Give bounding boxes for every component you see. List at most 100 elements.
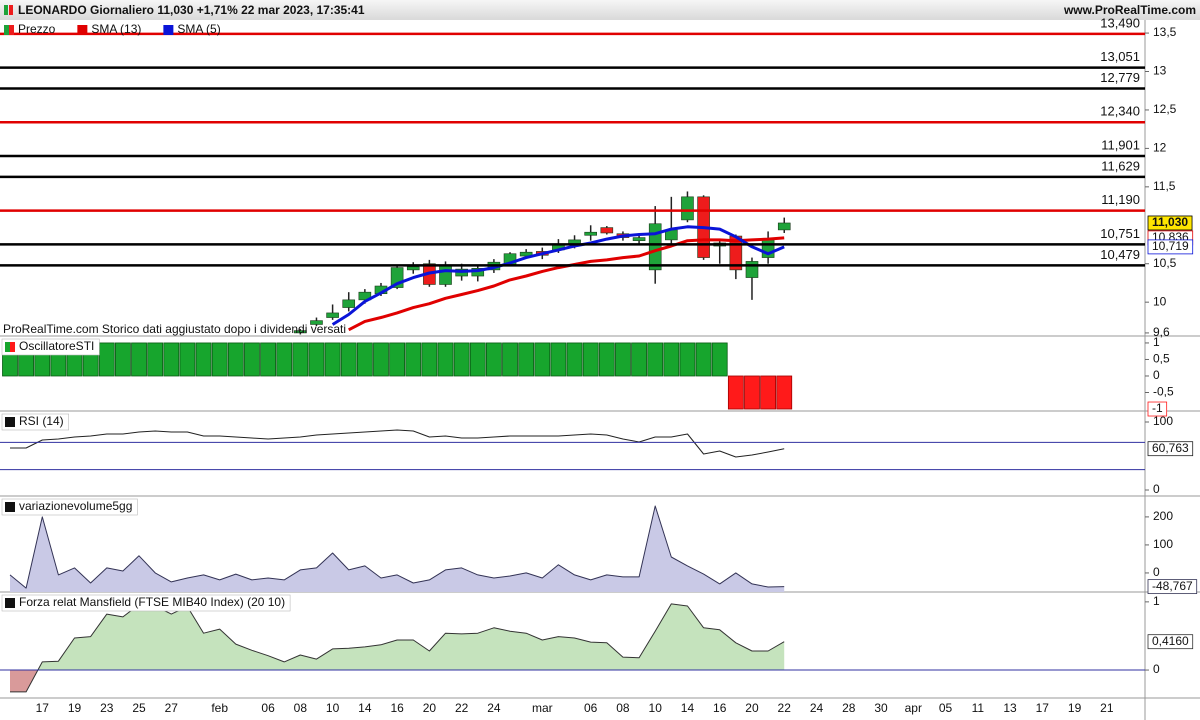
y-tick-label: 10 — [1153, 294, 1167, 308]
bar — [115, 342, 131, 377]
x-tick-label: 16 — [390, 701, 404, 715]
legend-label: Prezzo — [18, 22, 56, 36]
bar — [244, 342, 260, 377]
bar — [260, 342, 276, 377]
level-label: 13,490 — [1100, 15, 1140, 30]
panel-icon — [5, 598, 15, 608]
x-tick-label: feb — [211, 701, 228, 715]
note: ProRealTime.com Storico dati aggiustato … — [3, 322, 346, 336]
bar — [131, 342, 147, 377]
plot — [9, 505, 785, 592]
bar — [776, 375, 793, 410]
candle-body — [326, 312, 339, 318]
x-tick-label: 17 — [36, 701, 50, 715]
bar — [211, 342, 228, 377]
panel-icon — [5, 502, 15, 512]
bar — [469, 342, 486, 377]
level-label: 12,340 — [1100, 104, 1140, 119]
level-label: 13,051 — [1100, 49, 1140, 64]
candle-body — [777, 222, 791, 231]
x-tick-label: 24 — [487, 701, 501, 715]
header-icon — [4, 5, 8, 15]
bar — [663, 342, 680, 377]
x-tick-label: 10 — [326, 701, 340, 715]
panel-icon — [5, 342, 10, 352]
x-tick-label: 16 — [713, 701, 727, 715]
x-tick-label: 08 — [616, 701, 630, 715]
bar — [292, 342, 309, 377]
panel-title-bg — [1, 594, 291, 612]
bar — [679, 342, 696, 377]
header-bar — [0, 0, 1200, 20]
candle-body — [342, 299, 356, 308]
legend-label: SMA (13) — [91, 22, 141, 36]
legend-icon — [9, 25, 14, 35]
x-tick-label: 28 — [842, 701, 856, 715]
candle-body — [648, 223, 662, 271]
last-value-box — [1147, 579, 1198, 595]
panel-title-bg — [1, 413, 69, 431]
bar — [195, 342, 212, 377]
last-value-box — [1147, 239, 1194, 255]
x-tick-label: 14 — [681, 701, 695, 715]
x-tick-label: 23 — [100, 701, 114, 715]
bar — [647, 342, 664, 377]
plot — [2, 342, 793, 410]
x-tick-label: 30 — [874, 701, 888, 715]
last-value-box — [1147, 441, 1194, 457]
x-tick-label: 17 — [1036, 701, 1050, 715]
x-tick-label: 11 — [972, 701, 985, 715]
area-fill-negative — [10, 670, 38, 692]
plot — [10, 429, 785, 458]
x-tick-label: 20 — [745, 701, 759, 715]
panel-icon — [10, 342, 15, 352]
series-line — [331, 225, 785, 326]
bar — [324, 342, 341, 377]
bar — [502, 342, 518, 377]
bar — [276, 342, 293, 377]
bar — [711, 342, 728, 377]
last-value-label: 11,030 — [1152, 215, 1188, 229]
bar — [147, 342, 164, 377]
header-site: www.ProRealTime.com — [1063, 3, 1196, 17]
plot — [10, 603, 785, 693]
x-tick-label: 27 — [165, 701, 179, 715]
last-value-box — [1147, 215, 1193, 231]
y-tick-label: 0 — [1153, 662, 1160, 676]
candle-body — [632, 237, 646, 241]
x-tick-label: 19 — [68, 701, 82, 715]
candle-body — [600, 227, 614, 234]
bar — [421, 342, 438, 377]
bar — [373, 342, 389, 377]
y-tick-label: 100 — [1153, 414, 1173, 428]
y-tick-label: 9,6 — [1153, 325, 1170, 339]
bar — [453, 342, 470, 377]
bar — [534, 342, 551, 377]
last-value-box — [1147, 634, 1194, 650]
bar — [582, 342, 599, 377]
x-tick-label: 22 — [778, 701, 792, 715]
last-value-label: -1 — [1152, 401, 1163, 415]
y-tick-label: 11,5 — [1153, 179, 1176, 193]
bar — [631, 342, 647, 377]
y-tick-label: 100 — [1153, 537, 1173, 551]
legend-label: SMA (5) — [177, 22, 220, 36]
y-tick-label: -0,5 — [1153, 385, 1174, 399]
x-tick-label: 24 — [810, 701, 824, 715]
y-tick-label: 13 — [1153, 64, 1167, 78]
panel-icon — [5, 417, 15, 427]
candle-body — [681, 196, 694, 221]
x-tick-label: 05 — [939, 701, 953, 715]
area-fill — [10, 603, 785, 671]
last-value-label: 10,719 — [1152, 239, 1189, 253]
bar — [518, 342, 535, 377]
bar — [179, 342, 196, 377]
legend-icon — [77, 25, 88, 35]
x-tick-label: 10 — [649, 701, 663, 715]
last-value-label: 60,763 — [1152, 441, 1189, 455]
area-fill — [10, 506, 785, 592]
bar — [340, 342, 357, 377]
bar — [227, 342, 244, 377]
level-label: 12,779 — [1100, 70, 1140, 85]
